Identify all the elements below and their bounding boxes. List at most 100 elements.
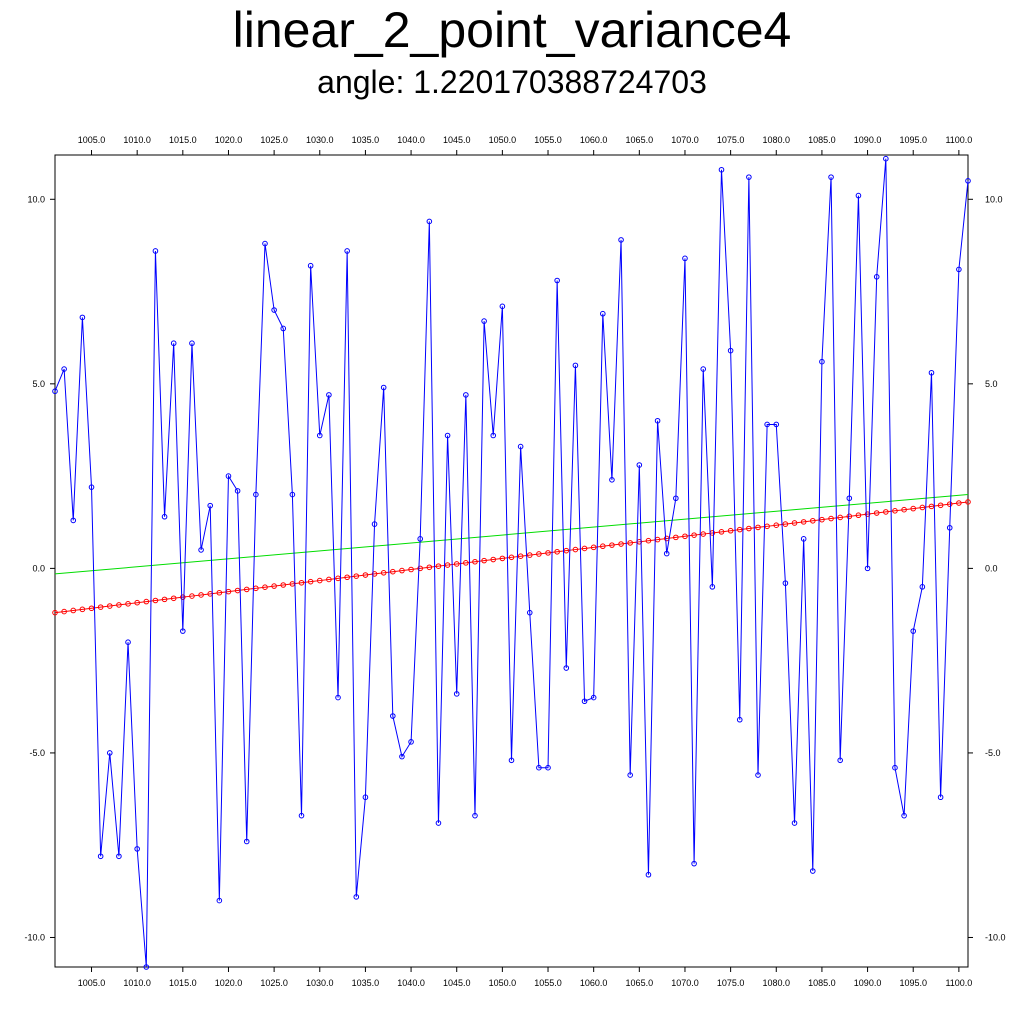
x-tick-label-bottom: 1020.0 xyxy=(215,978,243,988)
data-point-1 xyxy=(344,574,350,581)
data-point-1 xyxy=(417,565,424,572)
data-point-1 xyxy=(883,509,889,515)
data-point-0 xyxy=(590,694,597,701)
data-point-0 xyxy=(289,491,296,498)
data-point-1 xyxy=(399,567,405,574)
data-point-0 xyxy=(143,964,150,970)
data-point-0 xyxy=(773,421,780,428)
data-point-1 xyxy=(545,550,551,556)
data-point-1 xyxy=(691,532,697,538)
data-point-1 xyxy=(508,554,515,561)
y-tick-label-left: 5.0 xyxy=(32,379,45,389)
y-tick-label-left: 0.0 xyxy=(32,563,45,573)
data-point-1 xyxy=(472,558,478,565)
data-point-0 xyxy=(499,303,506,310)
data-point-1 xyxy=(271,583,277,589)
data-point-0 xyxy=(335,694,341,701)
series-line-1 xyxy=(54,501,969,614)
data-point-1 xyxy=(435,563,442,569)
data-point-1 xyxy=(855,512,862,519)
data-point-0 xyxy=(910,628,917,634)
data-point-1 xyxy=(700,531,707,537)
data-point-1 xyxy=(316,577,323,584)
data-point-0 xyxy=(609,477,615,483)
x-tick-label-top: 1060.0 xyxy=(580,135,608,145)
data-point-0 xyxy=(106,750,113,756)
x-tick-label-bottom: 1100.0 xyxy=(945,978,972,988)
data-point-1 xyxy=(837,514,843,521)
data-point-0 xyxy=(253,491,259,498)
data-point-0 xyxy=(645,871,652,878)
chart-subtitle: angle: 1.220170388724703 xyxy=(317,64,707,100)
x-tick-label-bottom: 1050.0 xyxy=(489,978,517,988)
data-point-0 xyxy=(956,266,962,273)
x-tick-label-top: 1020.0 xyxy=(215,135,243,145)
data-point-0 xyxy=(508,757,515,764)
data-point-0 xyxy=(873,274,880,280)
data-point-0 xyxy=(88,484,95,490)
data-point-0 xyxy=(453,691,460,697)
chart-title: linear_2_point_variance4 xyxy=(232,2,792,58)
data-point-1 xyxy=(846,513,853,520)
data-point-1 xyxy=(873,510,880,516)
y-tick-label-right: 5.0 xyxy=(985,379,998,389)
data-point-0 xyxy=(855,192,862,199)
data-point-1 xyxy=(198,592,204,598)
data-point-1 xyxy=(526,552,533,558)
data-point-0 xyxy=(371,521,378,527)
data-point-1 xyxy=(618,541,624,547)
data-point-0 xyxy=(846,495,853,502)
x-tick-label-top: 1100.0 xyxy=(945,135,972,145)
x-tick-label-top: 1045.0 xyxy=(443,135,471,145)
data-point-0 xyxy=(764,421,770,428)
data-point-0 xyxy=(517,443,524,450)
data-point-0 xyxy=(399,753,405,760)
data-point-0 xyxy=(837,757,843,764)
data-point-0 xyxy=(180,628,186,634)
data-point-0 xyxy=(408,739,414,745)
data-point-0 xyxy=(700,366,707,372)
data-point-0 xyxy=(563,665,570,671)
x-tick-label-top: 1055.0 xyxy=(534,135,562,145)
x-tick-label-top: 1080.0 xyxy=(763,135,791,145)
x-tick-label-top: 1085.0 xyxy=(808,135,836,145)
y-tick-label-right: -5.0 xyxy=(985,748,1001,758)
data-point-0 xyxy=(189,340,195,347)
x-tick-label-top: 1090.0 xyxy=(854,135,882,145)
data-point-1 xyxy=(463,560,469,566)
data-point-1 xyxy=(892,508,898,514)
data-point-0 xyxy=(892,764,898,771)
data-point-0 xyxy=(79,314,86,321)
x-tick-label-top: 1040.0 xyxy=(397,135,425,145)
data-point-0 xyxy=(755,772,761,778)
data-point-1 xyxy=(791,520,798,526)
data-point-1 xyxy=(673,534,679,541)
data-point-0 xyxy=(344,248,350,254)
data-point-0 xyxy=(362,794,369,801)
data-point-1 xyxy=(946,501,953,507)
data-point-0 xyxy=(919,584,926,590)
data-point-1 xyxy=(490,556,497,563)
x-tick-label-bottom: 1095.0 xyxy=(899,978,927,988)
data-point-1 xyxy=(70,607,77,614)
data-point-0 xyxy=(600,310,606,317)
data-point-1 xyxy=(581,545,588,552)
data-point-0 xyxy=(152,248,159,254)
data-point-0 xyxy=(581,698,588,705)
x-tick-label-bottom: 1030.0 xyxy=(306,978,334,988)
series-line-2 xyxy=(54,494,969,575)
data-point-0 xyxy=(883,155,889,162)
data-point-0 xyxy=(800,536,807,542)
data-point-0 xyxy=(198,547,204,553)
data-point-0 xyxy=(426,218,433,225)
data-point-1 xyxy=(755,524,761,531)
data-point-1 xyxy=(161,596,168,603)
x-tick-label-bottom: 1005.0 xyxy=(78,978,106,988)
data-point-0 xyxy=(472,812,478,819)
x-tick-label-top: 1030.0 xyxy=(306,135,334,145)
data-point-0 xyxy=(627,772,633,778)
data-point-0 xyxy=(809,868,816,874)
data-point-0 xyxy=(316,432,323,439)
x-tick-label-bottom: 1080.0 xyxy=(763,978,791,988)
data-point-1 xyxy=(481,557,487,564)
